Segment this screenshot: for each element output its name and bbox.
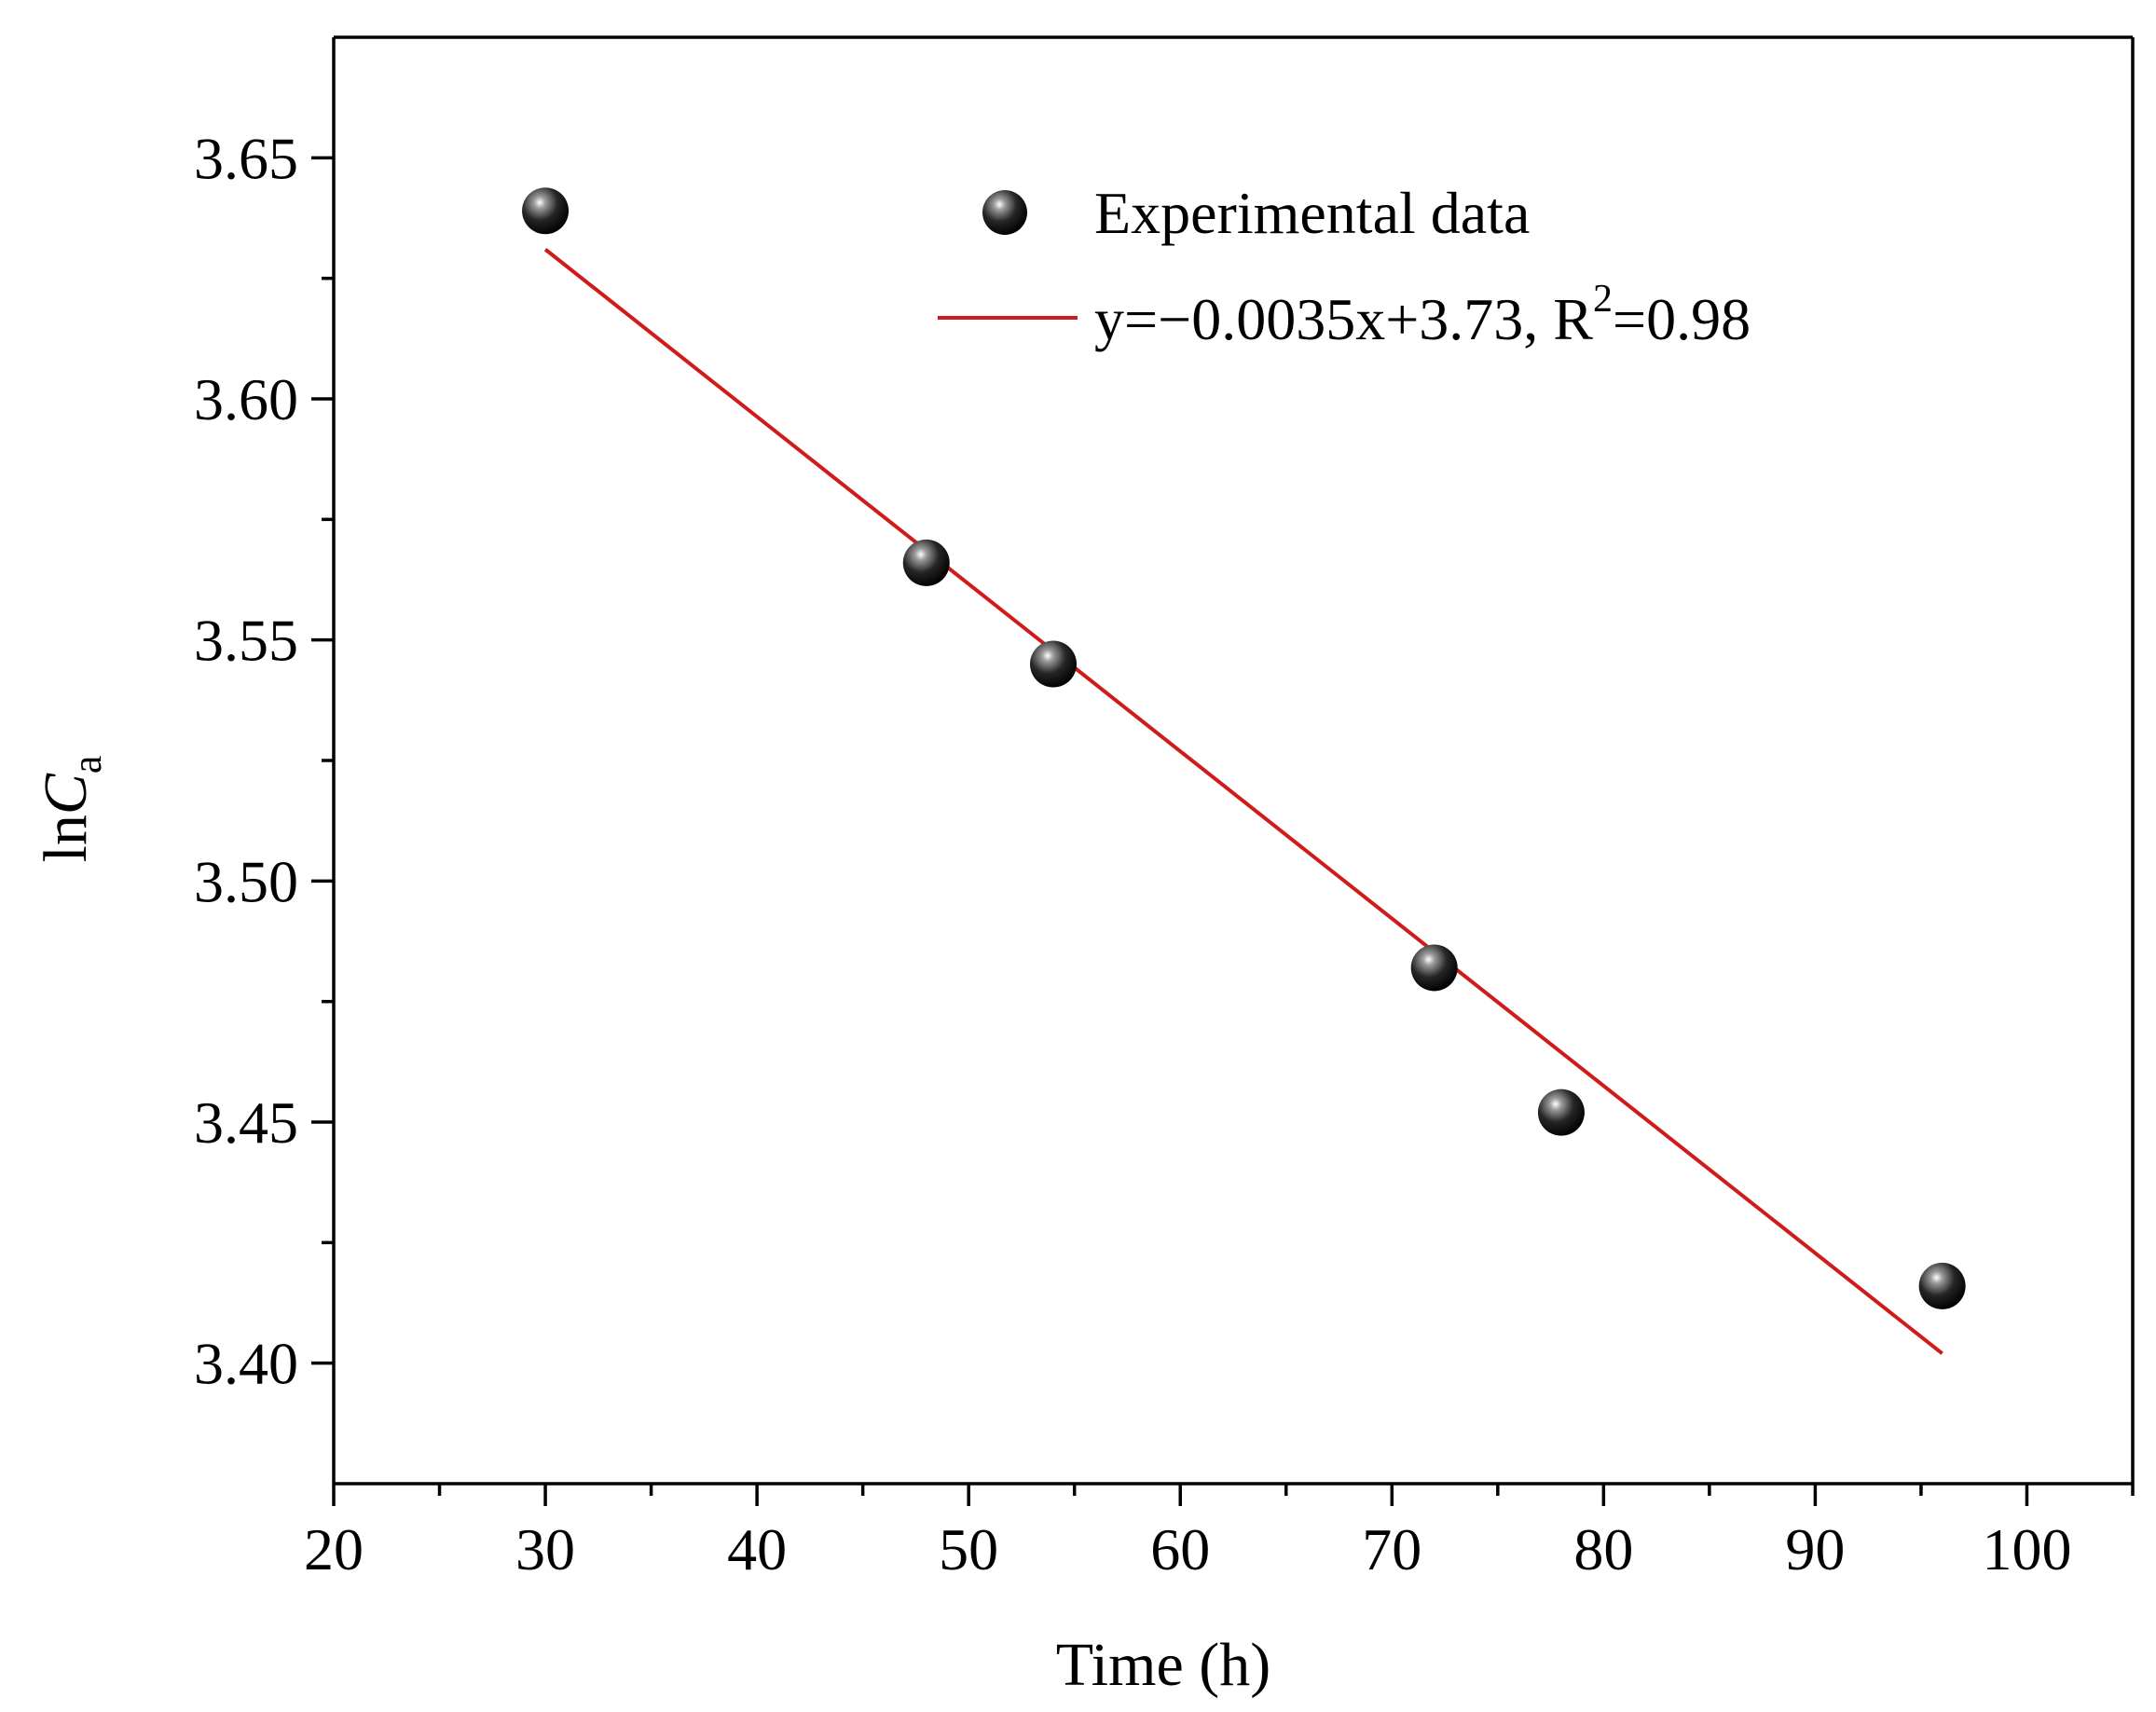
y-axis-label-subscript: a xyxy=(64,756,110,774)
data-point xyxy=(522,187,570,235)
data-points-layer xyxy=(522,187,1966,1309)
x-tick-label: 40 xyxy=(727,1516,787,1582)
axis-ticks xyxy=(311,156,2135,1506)
x-tick-label: 50 xyxy=(939,1516,998,1582)
x-axis-label: Time (h) xyxy=(1056,1631,1270,1699)
axis-tick-labels: 20 30 40 50 60 70 80 90 100 3.40 3.45 3.50 3.55 3.60 3… xyxy=(194,125,2071,1582)
legend-label-fit-superscript: 2 xyxy=(1593,278,1613,321)
data-point xyxy=(1410,944,1458,992)
x-tick-label: 70 xyxy=(1362,1516,1421,1582)
legend: Experimental data y=−0.0035x+3.73, R2=0.… xyxy=(938,180,1751,352)
data-point xyxy=(902,539,950,586)
x-tick-label: 90 xyxy=(1785,1516,1845,1582)
legend-marker-experimental xyxy=(982,190,1027,235)
x-tick-label: 80 xyxy=(1573,1516,1633,1582)
legend-label-fit-main: y=−0.0035x+3.73, R xyxy=(1094,286,1593,352)
y-axis-label-prefix: ln xyxy=(32,815,100,862)
y-tick-label: 3.40 xyxy=(194,1331,298,1397)
legend-label-fit-tail: =0.98 xyxy=(1613,286,1751,352)
legend-label-experimental: Experimental data xyxy=(1094,180,1530,246)
plot-frame xyxy=(332,35,2135,1486)
x-tick-label: 60 xyxy=(1150,1516,1210,1582)
x-tick-label: 30 xyxy=(515,1516,575,1582)
x-tick-label: 100 xyxy=(1982,1516,2071,1582)
y-tick-label: 3.50 xyxy=(194,848,298,914)
y-axis-label: lnCa xyxy=(32,756,110,863)
y-axis-label-symbol: C xyxy=(32,773,100,815)
fit-line xyxy=(543,248,1943,1355)
y-tick-label: 3.65 xyxy=(194,125,298,191)
x-tick-label: 20 xyxy=(304,1516,364,1582)
legend-label-fit: y=−0.0035x+3.73, R2=0.98 xyxy=(1094,278,1751,352)
data-point xyxy=(1918,1262,1966,1309)
data-point xyxy=(1537,1089,1585,1136)
y-tick-label: 3.45 xyxy=(194,1089,298,1156)
y-tick-label: 3.55 xyxy=(194,608,298,674)
y-tick-label: 3.60 xyxy=(194,366,298,432)
data-point xyxy=(1030,640,1077,688)
fit-line-layer xyxy=(543,248,1943,1355)
